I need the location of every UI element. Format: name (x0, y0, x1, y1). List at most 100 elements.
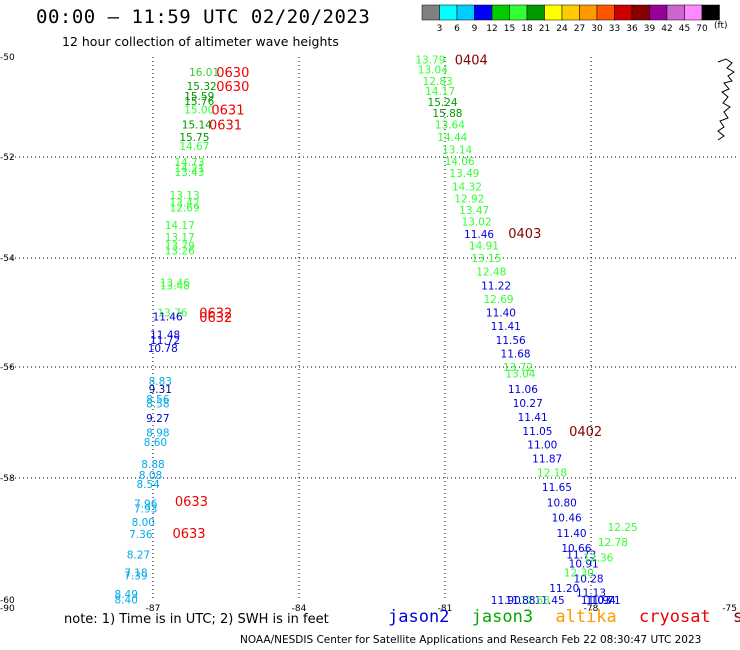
swh-point-label: 8.83 (149, 376, 172, 388)
swh-point-label: 8.58 (146, 399, 169, 411)
swh-point-label: 10.71 (591, 595, 621, 607)
legend-cryosat: cryosat (639, 607, 711, 627)
swh-point-label: 14.91 (469, 240, 499, 252)
swh-point-label: 13.79 (165, 240, 195, 252)
colorbar-tick-label: 27 (574, 24, 585, 34)
satellite-legend: jason2 jason3 altika cryosat s3a (388, 607, 740, 627)
colorbar-swatch (491, 4, 510, 21)
colorbar-swatch (421, 4, 440, 21)
swh-point-label: 11.41 (518, 412, 548, 424)
swh-point-label: 12.83 (423, 76, 453, 88)
swh-point-label: 8.98 (146, 427, 169, 439)
swh-point-label: 7.96 (134, 499, 158, 511)
swh-point-label: 11.88 (505, 595, 535, 607)
swh-point-label: 14.17 (425, 86, 455, 98)
swh-point-label: 11.40 (557, 528, 587, 540)
swh-point-label: 8.88 (141, 459, 164, 471)
swh-point-label: 12.78 (598, 537, 628, 549)
y-tick-label: -50 (0, 53, 15, 63)
swh-point-label: 12.53 (520, 595, 550, 607)
colorbar-tick-label: 24 (556, 24, 568, 34)
colorbar-swatch (439, 4, 458, 21)
swh-point-label: 7.36 (129, 529, 153, 541)
swh-point-label: 15.75 (179, 132, 209, 144)
chart-subtitle: 12 hour collection of altimeter wave hei… (62, 34, 339, 49)
colorbar-tick-label: 36 (626, 24, 638, 34)
swh-point-label: 15.24 (428, 97, 458, 109)
swh-point-label: 11.56 (496, 335, 526, 347)
swh-point-label: 7.39 (124, 571, 147, 583)
swh-point-label: 13.17 (165, 232, 195, 244)
swh-point-label: 14.21 (174, 163, 204, 175)
swh-point-label: 11.05 (522, 426, 552, 438)
swh-point-label: 12.36 (583, 552, 613, 564)
legend-altika: altika (555, 607, 617, 627)
colorbar-tick-label: 12 (486, 24, 497, 34)
colorbar-tick-label: 45 (679, 24, 690, 34)
swh-point-label: 11.48 (150, 329, 180, 341)
swh-point-label: 13.76 (157, 308, 187, 320)
time-label: 0633 (172, 527, 205, 542)
swh-point-label: 12.92 (454, 193, 484, 205)
time-label: 0630 (216, 80, 249, 95)
time-label: 0632 (199, 311, 232, 326)
colorbar-tick-label: 3 (437, 24, 443, 34)
swh-point-label: 10.66 (561, 543, 591, 555)
swh-point-label: 13.46 (160, 278, 190, 290)
colorbar-swatch (684, 4, 703, 21)
colorbar-tick-label: 70 (696, 24, 708, 34)
time-label: 0631 (209, 119, 242, 134)
legend-s3a: s3a (732, 607, 740, 627)
swh-point-label: 13.26 (165, 245, 195, 257)
colorbar-swatch (579, 4, 598, 21)
swh-point-label: 13.47 (459, 205, 489, 217)
swh-point-label: 10.46 (552, 513, 582, 525)
swh-point-label: 13.49 (449, 168, 479, 180)
footer-credit: NOAA/NESDIS Center for Satellite Applica… (240, 634, 702, 646)
x-tick-label: -90 (0, 604, 15, 614)
swh-point-label: 13.43 (174, 167, 204, 179)
swh-point-label: 7.93 (134, 504, 157, 516)
footer-note: note: 1) Time is in UTC; 2) SWH is in fe… (64, 612, 329, 627)
swh-point-label: 14.44 (437, 132, 467, 144)
swh-point-label: 12.18 (537, 467, 567, 479)
colorbar-swatch (456, 4, 475, 21)
swh-point-label: 8.49 (115, 589, 138, 601)
colorbar-swatch (474, 4, 493, 21)
time-label: 0630 (216, 66, 249, 81)
colorbar-swatch (701, 4, 720, 21)
swh-point-label: 11.72 (150, 335, 180, 347)
time-label: 0402 (569, 425, 602, 440)
swh-point-label: 11.73 (566, 549, 596, 561)
x-tick-label: -81 (438, 604, 453, 614)
swh-point-label: 11.46 (464, 229, 494, 241)
swh-point-label: 11.90 (491, 595, 521, 607)
swh-point-label: 11.46 (153, 311, 183, 323)
swh-point-label: 10.27 (513, 398, 543, 410)
legend-jason3: jason3 (471, 607, 534, 627)
swh-point-label: 14.06 (445, 156, 475, 168)
time-label: 0404 (455, 54, 488, 69)
swh-point-label: 13.02 (462, 217, 492, 229)
swh-point-label: 15.59 (184, 91, 214, 103)
time-label: 0632 (199, 307, 232, 322)
swh-point-label: 13.13 (170, 190, 200, 202)
colorbar-swatch (614, 4, 633, 21)
swh-point-label: 11.22 (481, 280, 511, 292)
x-tick-label: -87 (146, 604, 161, 614)
swh-point-label: 11.03 (581, 595, 611, 607)
swh-point-label: 10.28 (574, 574, 604, 586)
swh-point-label: 11.13 (576, 588, 606, 600)
chart-title: 00:00 – 11:59 UTC 02/20/2023 (36, 6, 371, 28)
swh-point-label: 11.65 (542, 482, 572, 494)
swh-point-label: 12.48 (476, 267, 506, 279)
swh-point-label: 11.94 (586, 595, 616, 607)
colorbar-swatch (649, 4, 668, 21)
swh-point-label: 11.68 (501, 348, 531, 360)
time-label: 0633 (175, 495, 208, 510)
swh-point-label: 9.27 (146, 413, 169, 425)
swh-point-label: 8.00 (132, 517, 155, 529)
y-tick-label: -54 (0, 254, 15, 264)
swh-point-label: 13.15 (471, 253, 501, 265)
